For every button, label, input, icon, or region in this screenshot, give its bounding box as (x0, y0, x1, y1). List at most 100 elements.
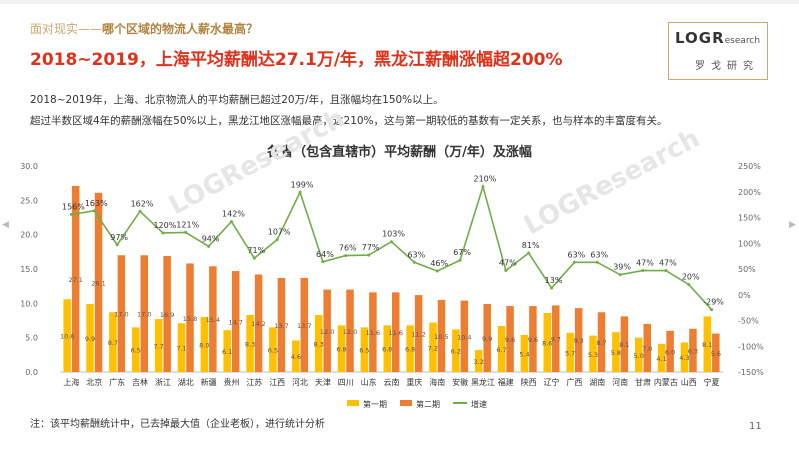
legend-label-growth: 增速 (471, 399, 487, 409)
y-left-tick-label: 10.0 (20, 299, 38, 308)
bar-label-period2: 8.1 (619, 341, 629, 349)
bar-label-period1: 8.3 (245, 341, 255, 349)
bar-period1 (657, 343, 666, 372)
x-tick-label: 安徽 (452, 377, 468, 387)
bar-label-period1: 7.1 (176, 345, 186, 353)
bar-period2 (620, 316, 629, 372)
bar-label-period1: 10.6 (60, 333, 74, 341)
bar-label-period1: 6.7 (496, 346, 506, 354)
growth-label: 77% (362, 243, 380, 252)
y-right-tick-label: -50% (738, 317, 759, 326)
x-tick-label: 河南 (612, 377, 628, 387)
bar-period2 (414, 295, 423, 372)
y-left-tick-label: 15.0 (20, 265, 38, 274)
bar-label-period2: 5.6 (711, 350, 721, 358)
growth-point (344, 254, 348, 258)
x-tick-label: 新疆 (201, 377, 217, 387)
growth-point (527, 251, 531, 255)
x-tick-label: 云南 (384, 377, 400, 387)
growth-point (138, 209, 142, 213)
bar-period1 (360, 327, 369, 372)
growth-point (298, 190, 302, 194)
growth-point (275, 238, 279, 242)
bar-period2 (300, 277, 309, 372)
bar-period2 (186, 263, 194, 372)
bar-label-period2: 14.7 (228, 319, 242, 327)
growth-label: 210% (474, 175, 497, 184)
growth-label: 120% (153, 221, 176, 230)
watermark-text: LOGResearch (519, 124, 705, 242)
y-left-tick-label: 0.0 (25, 368, 38, 377)
growth-point (481, 185, 485, 189)
bar-label-period1: 6.8 (405, 346, 415, 354)
y-left-tick-label: 20.0 (20, 231, 38, 240)
bar-label-period1: 9.9 (85, 335, 95, 343)
headline: 2018~2019，上海平均薪酬达27.1万/年，黑龙江薪酬涨幅超200% (30, 50, 563, 70)
bar-label-period2: 6.0 (665, 348, 675, 356)
bar-period1 (589, 335, 597, 372)
growth-label: 63% (568, 250, 586, 259)
growth-label: 20% (682, 272, 700, 281)
bar-label-period2: 26.1 (91, 279, 105, 287)
bar-label-period1: 4.3 (679, 354, 689, 362)
growth-label: 71% (247, 246, 265, 255)
x-tick-label: 上海 (63, 377, 79, 387)
bar-period1 (543, 312, 552, 372)
bar-label-period2: 10.5 (434, 333, 448, 341)
bar-label-period1: 5.7 (565, 349, 575, 357)
footnote: 注：该平均薪酬统计中，已去掉最大值（企业老板），进行统计分析 (30, 419, 325, 430)
bar-label-period2: 14.2 (251, 320, 265, 328)
x-tick-label: 广东 (109, 377, 125, 387)
bar-label-period2: 9.9 (482, 335, 492, 343)
eyebrow-text: 面对现实——哪个区域的物流人薪水最高？ (30, 20, 258, 37)
growth-label: -29% (703, 298, 724, 307)
growth-label: 76% (339, 244, 357, 253)
bar-label-period2: 9.6 (505, 336, 515, 344)
bar-label-period2: 6.3 (688, 347, 698, 355)
bar-label-period2: 12.0 (320, 328, 334, 336)
prev-slide-icon[interactable]: ◀ (2, 220, 9, 230)
y-right-tick-label: 50% (738, 265, 756, 274)
bar-period1 (292, 340, 300, 372)
x-tick-label: 贵州 (223, 377, 239, 387)
bar-period2 (277, 277, 286, 372)
x-tick-label: 湖北 (178, 378, 194, 387)
bar-period1 (406, 325, 414, 372)
bar-period1 (634, 337, 643, 372)
growth-point (412, 260, 416, 264)
description-line-1: 2018~2019年，上海、北京物流人的平均薪酬已超过20万/年，且涨幅均在15… (30, 94, 444, 106)
bar-period2 (437, 299, 446, 372)
x-tick-label: 海南 (429, 377, 445, 387)
bar-label-period2: 15.4 (206, 316, 220, 324)
bar-label-period1: 4.1 (656, 355, 666, 363)
x-tick-label: 甘肃 (635, 377, 651, 387)
y-right-tick-label: -100% (738, 342, 764, 351)
growth-point (161, 231, 165, 235)
bar-label-period1: 4.6 (291, 353, 301, 361)
bar-label-period1: 6.5 (131, 347, 141, 355)
x-tick-label: 河北 (292, 377, 308, 387)
x-tick-label: 广西 (566, 377, 582, 387)
growth-point (458, 258, 462, 262)
bar-label-period2: 16.9 (160, 311, 174, 319)
bar-label-period2: 13.7 (274, 322, 288, 330)
top-border (0, 0, 799, 4)
bar-period1 (612, 332, 620, 372)
growth-point (184, 230, 188, 234)
bar-period1 (314, 315, 323, 372)
x-tick-label: 陕西 (521, 377, 537, 387)
bar-label-period2: 7.0 (642, 345, 652, 353)
x-tick-label: 山西 (681, 377, 697, 387)
growth-label: 64% (316, 250, 334, 259)
growth-point (69, 212, 73, 216)
growth-point (687, 282, 691, 286)
bar-label-period1: 8.0 (199, 342, 209, 350)
bar-label-period1: 6.8 (382, 346, 392, 354)
x-tick-label: 湖南 (589, 377, 605, 387)
growth-label: 63% (407, 250, 425, 259)
growth-label: 121% (176, 220, 199, 229)
next-slide-icon[interactable]: ▶ (789, 220, 796, 230)
growth-label: 39% (613, 263, 631, 272)
y-right-tick-label: 150% (738, 214, 761, 223)
